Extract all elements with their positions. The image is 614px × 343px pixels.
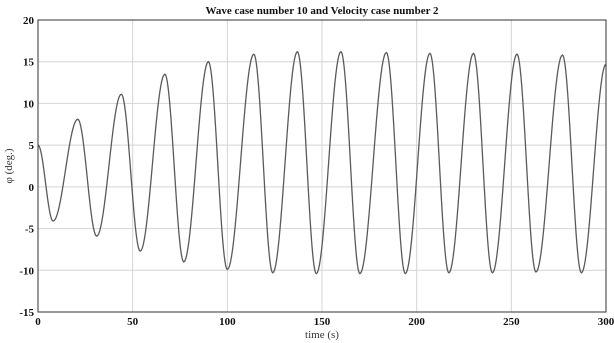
x-tick-label: 300 — [598, 316, 614, 328]
y-tick-label: -15 — [19, 307, 34, 319]
y-tick-label: 15 — [23, 57, 35, 69]
x-tick-label: 50 — [127, 316, 139, 328]
y-tick-label: 20 — [23, 15, 35, 27]
x-axis-ticks: 0 50 100 150 200 250 300 — [35, 316, 614, 328]
y-tick-label: 0 — [29, 182, 35, 194]
plot-frame — [37, 19, 607, 313]
x-tick-label: 100 — [219, 316, 236, 328]
grid — [38, 20, 606, 312]
x-tick-label: 0 — [35, 316, 41, 328]
x-tick-label: 200 — [408, 316, 425, 328]
x-tick-label: 250 — [503, 316, 520, 328]
x-axis-label: time (s) — [305, 329, 339, 341]
y-tick-label: -10 — [19, 265, 34, 277]
series-line-phi — [37, 50, 607, 275]
y-tick-label: 10 — [23, 98, 35, 110]
y-tick-label: -5 — [25, 224, 35, 236]
y-axis-label: φ (deg.) — [3, 148, 15, 183]
y-axis-ticks: -15 -10 -5 0 5 10 15 20 — [19, 15, 34, 319]
x-tick-label: 150 — [314, 316, 331, 328]
chart-title: Wave case number 10 and Velocity case nu… — [205, 5, 439, 17]
y-tick-label: 5 — [29, 140, 35, 152]
